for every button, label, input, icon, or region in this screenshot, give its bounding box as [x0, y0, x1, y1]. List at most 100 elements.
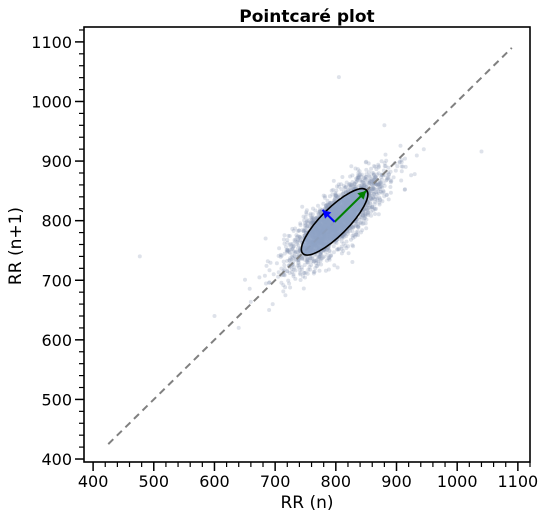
- scatter-point: [285, 269, 290, 274]
- scatter-point: [310, 212, 315, 217]
- scatter-point: [297, 228, 302, 233]
- scatter-point: [287, 281, 292, 286]
- scatter-point: [343, 190, 348, 195]
- scatter-point: [366, 178, 371, 182]
- scatter-point: [378, 189, 383, 194]
- scatter-point: [293, 276, 298, 281]
- scatter-point: [349, 184, 354, 189]
- scatter-point: [279, 280, 284, 285]
- scatter-point: [297, 263, 302, 268]
- scatter-point: [356, 170, 361, 175]
- scatter-point: [286, 233, 291, 238]
- scatter-point: [299, 265, 304, 270]
- sd1-arrow: [321, 209, 336, 223]
- scatter-point: [289, 267, 294, 271]
- sd2-arrow: [333, 190, 367, 223]
- scatter-point: [378, 181, 382, 186]
- scatter-point: [279, 253, 284, 258]
- scatter-point: [381, 189, 386, 194]
- scatter-point: [339, 182, 343, 187]
- scatter-point: [285, 249, 290, 254]
- sd2-arrow-head: [357, 190, 367, 200]
- scatter-point: [302, 257, 307, 262]
- scatter-point: [362, 183, 367, 188]
- scatter-point: [291, 241, 296, 246]
- scatter-point: [289, 243, 294, 248]
- scatter-point: [371, 186, 376, 191]
- scatter-point: [337, 193, 342, 198]
- scatter-point: [363, 212, 368, 217]
- scatter-point: [365, 211, 370, 216]
- scatter-point: [400, 164, 405, 169]
- scatter-point: [350, 180, 355, 185]
- scatter-point: [322, 195, 327, 200]
- scatter-point: [327, 248, 332, 253]
- scatter-point: [479, 149, 484, 154]
- scatter-point: [287, 234, 292, 238]
- plot-area: [107, 47, 513, 445]
- scatter-point: [343, 185, 348, 190]
- scatter-point: [352, 234, 357, 239]
- scatter-point: [311, 218, 316, 222]
- scatter-point: [369, 178, 374, 183]
- scatter-point: [265, 259, 270, 264]
- scatter-point: [360, 184, 365, 189]
- scatter-point: [339, 251, 344, 256]
- scatter-point: [291, 272, 296, 277]
- scatter-point: [361, 221, 366, 226]
- scatter-point: [355, 224, 360, 229]
- scatter-point: [343, 243, 348, 248]
- scatter-point: [372, 177, 377, 182]
- scatter-point: [380, 190, 385, 195]
- scatter-point: [274, 261, 279, 266]
- scatter-point: [399, 178, 404, 183]
- scatter-point: [349, 237, 353, 242]
- scatter-point: [304, 208, 309, 213]
- scatter-point: [369, 197, 374, 202]
- scatter-point: [314, 264, 319, 269]
- scatter-point: [282, 251, 287, 256]
- scatter-point: [305, 260, 310, 265]
- scatter-point: [268, 260, 273, 265]
- scatter-point: [328, 253, 333, 258]
- scatter-point: [297, 268, 302, 273]
- scatter-point: [370, 195, 375, 200]
- scatter-point: [309, 215, 314, 220]
- scatter-point: [341, 189, 346, 194]
- scatter-point: [285, 269, 290, 274]
- scatter-point: [340, 234, 345, 239]
- scatter-point: [373, 200, 378, 204]
- scatter-point: [381, 181, 386, 186]
- scatter-point: [386, 172, 391, 177]
- scatter-point: [351, 244, 356, 249]
- scatter-point: [298, 221, 303, 226]
- scatter-point: [298, 272, 303, 277]
- scatter-point: [325, 202, 329, 207]
- scatter-point: [323, 249, 328, 254]
- scatter-point: [309, 259, 314, 264]
- scatter-point: [365, 210, 370, 215]
- scatter-point: [403, 187, 407, 192]
- scatter-point: [299, 256, 304, 260]
- scatter-point: [377, 186, 382, 191]
- scatter-point: [350, 229, 355, 234]
- scatter-point: [267, 280, 272, 285]
- scatter-point: [336, 195, 341, 200]
- scatter-point: [384, 178, 389, 183]
- scatter-point: [329, 188, 334, 193]
- scatter-point: [356, 224, 360, 229]
- scatter-point: [397, 159, 402, 164]
- scatter-point: [344, 239, 349, 244]
- scatter-point: [353, 166, 358, 171]
- scatter-point: [376, 182, 380, 187]
- scatter-point: [361, 218, 366, 223]
- scatter-point: [287, 258, 292, 263]
- scatter-point: [322, 254, 327, 259]
- scatter-point: [339, 239, 344, 244]
- scatter-point: [342, 186, 347, 190]
- scatter-point: [264, 281, 268, 286]
- scatter-point: [365, 180, 370, 185]
- scatter-point: [373, 207, 377, 212]
- scatter-point: [359, 220, 363, 225]
- scatter-point: [370, 179, 374, 184]
